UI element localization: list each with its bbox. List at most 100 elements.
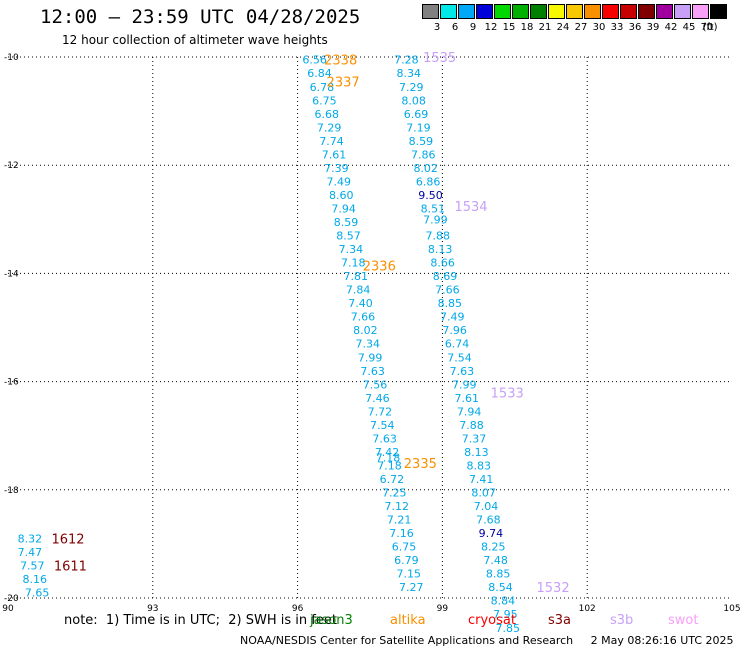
swh-label-altika: 7.12 [384,500,409,513]
legend-tick-label: 21 [538,22,552,33]
swh-label-s3b: 7.66 [435,284,460,297]
time-label-altika: 2336 [363,259,396,274]
swh-label-altika: 6.84 [307,67,332,80]
swh-label-altika: 8.02 [353,324,378,337]
swh-label-altika: 6.75 [392,541,417,554]
swh-label-altika: 7.46 [365,392,390,405]
mission-label-cryosat: cryosat [468,613,516,628]
swh-label-altika: 7.40 [348,297,373,310]
swh-label-altika: 7.81 [343,270,368,283]
swh-label-s3a: 7.57 [20,560,45,573]
legend-tick-label: 6 [451,22,459,33]
y-tick-label: -18 [4,486,19,496]
swh-label-s3b: 9.74 [479,527,504,540]
legend-tick-label: 15 [502,22,516,33]
swh-label-altika: 7.18 [377,459,402,472]
legend-swatch [512,4,529,19]
legend-swatch [440,4,457,19]
legend-tick-label: 12 [484,22,498,33]
legend-swatch [674,4,691,19]
swh-label-s3b: 7.63 [450,365,475,378]
swh-label-altika: 8.57 [336,230,361,243]
footer-note: note: 1) Time is in UTC; 2) SWH is in fe… [64,613,337,628]
swh-label-s3b: 7.41 [469,473,494,486]
swh-label-s3b: 7.99 [452,378,477,391]
swh-label-altika: 7.94 [331,202,356,215]
y-tick-label: -10 [4,53,19,63]
swh-label-s3b: 7.04 [474,500,499,513]
swh-label-s3b: 7.96 [442,324,467,337]
swh-label-s3b: 7.19 [406,121,431,134]
mission-label-s3b: s3b [610,613,634,628]
legend-swatch [476,4,493,19]
swh-label-s3b: 7.88 [459,419,484,432]
legend-tick-label: 39 [646,22,660,33]
swh-label-altika: 7.29 [317,121,342,134]
legend-tick-label: 27 [574,22,588,33]
swh-label-altika: 7.99 [358,351,383,364]
legend-swatch [692,4,709,19]
swh-label-s3b: 8.13 [428,243,453,256]
legend-swatch [710,4,727,19]
plot-frame [8,56,732,599]
swh-label-altika: 8.60 [329,189,354,202]
swh-label-s3a: 7.47 [18,546,43,559]
swh-label-s3a: 7.65 [25,587,50,600]
x-tick-label: 96 [292,604,304,614]
swh-label-s3b: 8.85 [438,297,463,310]
swh-label-altika: 7.34 [356,338,381,351]
swh-label-altika: 7.54 [370,419,395,432]
legend-swatch [566,4,583,19]
swh-label-altika: 8.59 [334,216,359,229]
swh-label-altika: 7.34 [339,243,364,256]
x-tick-label: 99 [437,604,449,614]
swh-label-s3b: 8.08 [401,94,426,107]
x-tick-label: 102 [579,604,596,614]
swh-data-labels: 6.566.846.786.756.687.297.747.617.397.49… [18,54,520,635]
credits-line: NOAA/NESDIS Center for Satellite Applica… [240,634,734,647]
swh-label-s3b: 8.85 [486,568,511,581]
swh-label-s3b: 6.74 [445,338,470,351]
y-tick-label: -16 [4,378,19,388]
swh-label-s3b: 7.95 [493,608,517,621]
legend-swatch [494,4,511,19]
swh-label-s3b: 8.66 [430,257,455,270]
swh-label-altika: 7.63 [372,432,397,445]
time-label-s3b: 1532 [537,581,570,596]
legend-tick-label: 30 [592,22,606,33]
swh-label-altika: 7.18 [376,451,401,464]
mission-label-jason3: jason3 [310,613,353,628]
time-label-s3b: 1533 [491,386,524,401]
swh-label-altika: 7.25 [382,487,407,500]
swh-label-altika: 7.56 [363,378,388,391]
swh-label-s3b: 8.51 [421,202,446,215]
swh-label-s3b: 6.86 [416,175,441,188]
swh-label-altika: 7.21 [387,514,412,527]
y-tick-label: -14 [4,269,19,279]
swh-label-s3b: 7.85 [495,622,520,635]
swh-label-altika: 7.18 [341,257,366,270]
chart-title: 12:00 – 23:59 UTC 04/28/2025 [40,6,361,28]
swh-label-s3b: 8.59 [409,135,434,148]
mission-label-swot: swot [668,613,699,628]
swh-label-s3a: 8.16 [22,573,47,586]
swh-label-s3b: 8.69 [433,270,458,283]
legend-tick-label: 3 [433,22,441,33]
swh-label-s3b: 8.34 [397,67,422,80]
mission-label-s3a: s3a [548,613,572,628]
swh-label-s3b: 7.48 [483,554,508,567]
legend-swatch [458,4,475,19]
swh-label-s3b: 8.13 [464,446,489,459]
time-label-s3b: 1534 [454,200,487,215]
swh-label-s3b: 7.61 [454,392,479,405]
swh-label-altika: 7.63 [360,365,385,378]
swh-label-s3b: 7.99 [423,213,448,226]
swh-label-s3b: 7.29 [399,81,424,94]
swh-label-s3b: 7.68 [476,514,501,527]
swh-label-altika: 6.79 [394,554,419,567]
swh-label-altika: 7.66 [351,311,376,324]
x-tick-label: 90 [2,604,14,614]
legend-tick-label: 36 [628,22,642,33]
swh-label-altika: 7.39 [324,162,349,175]
